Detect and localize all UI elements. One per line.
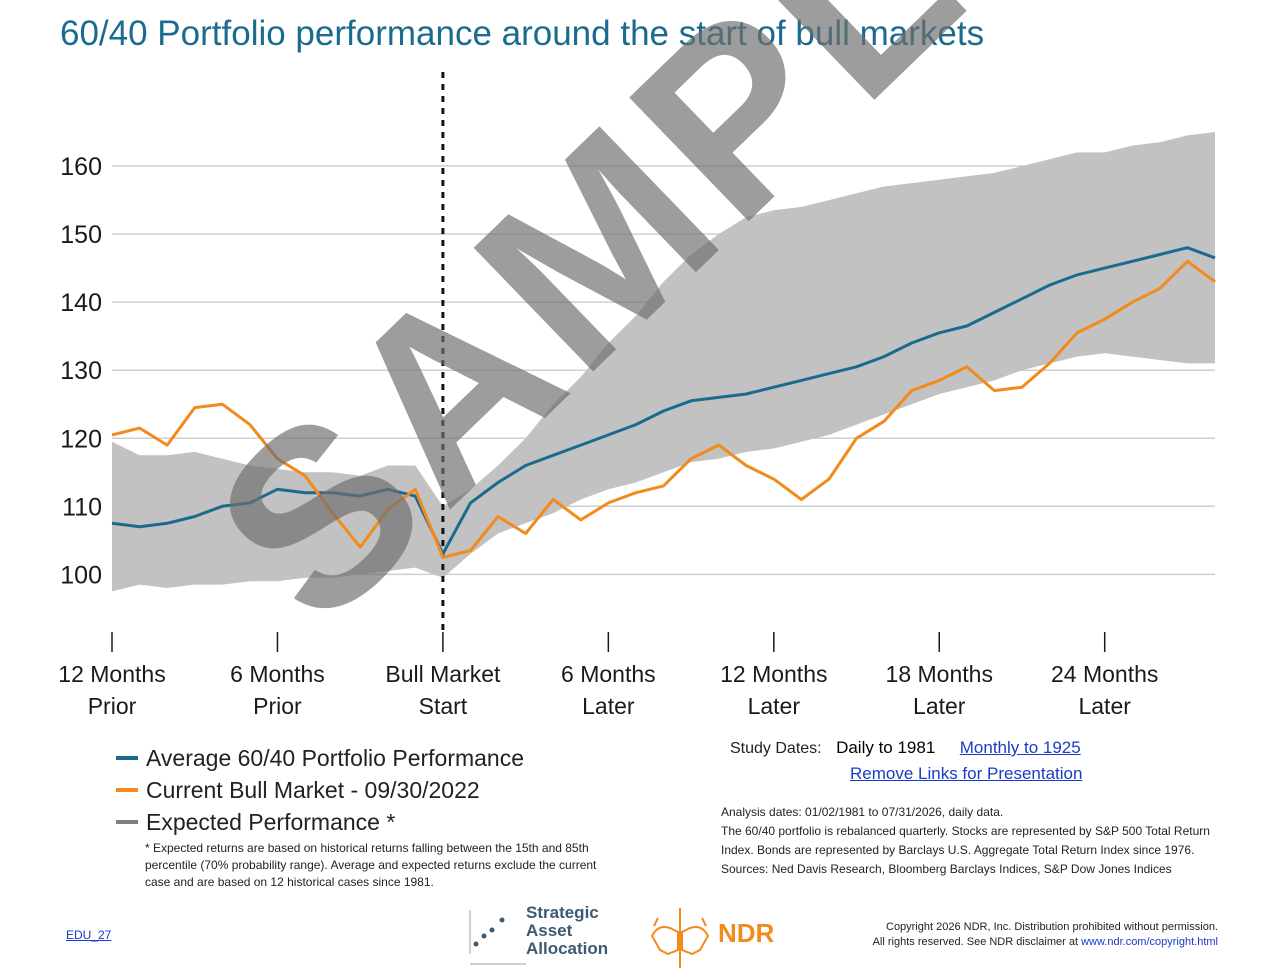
study-dates: Study Dates: Daily to 1981 Monthly to 19… — [730, 738, 1250, 784]
x-tick-label-6-line2: Later — [582, 693, 635, 719]
x-tick-label--12-line2: Prior — [88, 693, 137, 719]
edu-code-link[interactable]: EDU_27 — [66, 928, 112, 942]
legend-item-current: Current Bull Market - 09/30/2022 — [116, 774, 524, 806]
saa-line3: Allocation — [526, 939, 609, 958]
y-tick-label-120: 120 — [60, 425, 102, 453]
ndr-logo-text: NDR — [718, 918, 775, 948]
notes-dates: Analysis dates: 01/02/1981 to 07/31/2026… — [721, 805, 1004, 819]
x-tick-label-18-line1: 18 Months — [886, 661, 993, 687]
legend: Average 60/40 Portfolio Performance Curr… — [116, 742, 524, 838]
study-dates-label: Study Dates: — [730, 740, 822, 757]
copyright-line2: All rights reserved. See NDR disclaimer … — [800, 935, 1218, 950]
legend-label-expected: Expected Performance * — [146, 808, 396, 835]
expected-band-layer — [112, 132, 1215, 592]
series-line-layer — [111, 72, 1216, 630]
x-tick-label--6-line2: Prior — [253, 693, 302, 719]
x-tick-label-24-line2: Later — [1078, 693, 1131, 719]
y-tick-label-100: 100 — [60, 561, 102, 589]
x-tick-label--12-line1: 12 Months — [58, 661, 165, 687]
saa-logo-text: Strategic Asset Allocation — [526, 904, 608, 958]
copyright: Copyright 2026 NDR, Inc. Distribution pr… — [800, 920, 1218, 950]
expected-performance-band — [112, 132, 1215, 592]
legend-label-current: Current Bull Market - 09/30/2022 — [146, 776, 480, 803]
y-tick-label-140: 140 — [60, 289, 102, 317]
legend-swatch-current — [116, 788, 138, 792]
y-tick-label-110: 110 — [62, 493, 102, 521]
average-line — [111, 246, 1216, 556]
x-tick-label-0-line2: Start — [419, 693, 468, 719]
notes-portfolio: The 60/40 portfolio is rebalanced quarte… — [721, 824, 1210, 857]
analysis-notes: Analysis dates: 01/02/1981 to 07/31/2026… — [721, 803, 1231, 879]
x-tick-label-0-line1: Bull Market — [385, 661, 501, 687]
chart-title: 60/40 Portfolio performance around the s… — [60, 14, 985, 53]
y-tick-label-150: 150 — [60, 221, 102, 249]
copyright-link[interactable]: www.ndr.com/copyright.html — [1081, 936, 1218, 948]
remove-links-link[interactable]: Remove Links for Presentation — [850, 764, 1083, 783]
chart-area: 100 110 120 130 140 150 160 12 Months Prior 6 Mon… — [58, 72, 1216, 719]
ndr-bull-bear-icon — [650, 908, 710, 968]
y-tick-label-160: 160 — [60, 153, 102, 181]
saa-line2: Asset — [526, 921, 573, 940]
notes-sources: Sources: Ned Davis Research, Bloomberg B… — [721, 862, 1172, 876]
saa-line1: Strategic — [526, 903, 599, 922]
axis-layer: 100 110 120 130 140 150 160 12 Months Prior 6 Mon… — [58, 153, 1158, 719]
y-tick-label-130: 130 — [60, 357, 102, 385]
legend-swatch-average — [116, 756, 138, 760]
x-tick-label-6-line1: 6 Months — [561, 661, 656, 687]
x-tick-label-18-line2: Later — [913, 693, 966, 719]
x-tick-label--6-line1: 6 Months — [230, 661, 325, 687]
study-dates-daily: Daily to 1981 — [836, 738, 936, 757]
x-tick-label-12-line2: Later — [748, 693, 801, 719]
footnote: * Expected returns are based on historic… — [145, 841, 597, 889]
copyright-prefix: All rights reserved. See NDR disclaimer … — [872, 936, 1082, 948]
x-tick-label-24-line1: 24 Months — [1051, 661, 1158, 687]
current-line — [111, 259, 1216, 559]
legend-item-average: Average 60/40 Portfolio Performance — [116, 742, 524, 774]
monthly-link[interactable]: Monthly to 1925 — [959, 738, 1081, 757]
saa-logo-icon — [469, 910, 526, 965]
legend-swatch-expected — [116, 820, 138, 824]
legend-label-average: Average 60/40 Portfolio Performance — [146, 744, 525, 771]
x-tick-label-12-line1: 12 Months — [720, 661, 827, 687]
legend-item-expected: Expected Performance * — [116, 806, 524, 838]
copyright-line1: Copyright 2026 NDR, Inc. Distribution pr… — [886, 921, 1218, 933]
